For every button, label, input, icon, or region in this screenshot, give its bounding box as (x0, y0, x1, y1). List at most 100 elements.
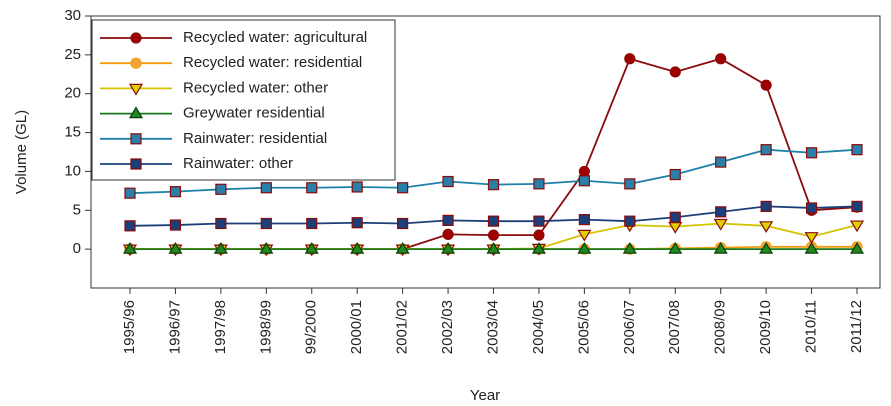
x-tick-label: 2009/10 (757, 300, 774, 354)
x-tick-label: 2006/07 (621, 300, 638, 354)
point (669, 211, 681, 223)
point (760, 144, 772, 156)
point (395, 241, 410, 254)
point (487, 229, 500, 241)
point (624, 53, 636, 65)
point (351, 217, 363, 229)
point (715, 53, 727, 65)
point (760, 200, 772, 212)
point (804, 232, 819, 244)
point (578, 214, 590, 226)
point (533, 178, 545, 190)
point (578, 165, 590, 178)
x-tick-label: 1995/96 (121, 300, 138, 354)
point (169, 186, 182, 198)
point (715, 156, 727, 168)
point (168, 241, 183, 254)
point (577, 241, 592, 254)
point (624, 178, 636, 190)
point (713, 241, 728, 254)
point (130, 57, 142, 69)
x-tick-label: 2008/09 (712, 300, 729, 354)
point (851, 144, 863, 156)
y-tick-label: 20 (64, 85, 81, 102)
point (533, 229, 545, 241)
legend-label: Recycled water: agricultural (183, 29, 367, 46)
x-tick-label: 2007/08 (666, 300, 683, 354)
legend: Recycled water: agricultural Recycled wat… (91, 19, 396, 181)
point (215, 217, 227, 230)
point (397, 217, 409, 230)
x-tick-label: 1998/99 (257, 300, 274, 354)
point (804, 241, 819, 254)
point (122, 241, 138, 254)
point (486, 241, 501, 254)
plot-frame (90, 15, 881, 289)
point (128, 106, 144, 119)
point (128, 83, 144, 96)
point (350, 241, 365, 254)
point (397, 182, 409, 194)
point (487, 215, 500, 227)
x-tick-label: 2005/06 (575, 300, 592, 354)
y-tick-label: 5 (73, 201, 81, 218)
point (351, 181, 363, 193)
y-tick-label: 25 (64, 46, 81, 63)
point (304, 241, 319, 254)
point (669, 168, 681, 181)
point (849, 220, 865, 233)
x-axis-label: Year (470, 387, 500, 404)
point (260, 217, 272, 230)
point (130, 32, 142, 44)
point (805, 147, 818, 159)
point (849, 241, 865, 254)
series (122, 241, 865, 254)
point (260, 182, 272, 194)
point (442, 228, 454, 240)
point (533, 215, 545, 227)
point (668, 241, 683, 254)
x-tick-label: 2011/12 (848, 300, 865, 353)
x-tick-label: 2000/01 (348, 300, 365, 354)
x-tick-label: 2010/11 (803, 300, 820, 353)
legend-label: Greywater residential (183, 105, 325, 122)
x-tick-label: 2004/05 (530, 300, 547, 354)
point (622, 241, 637, 254)
series (124, 144, 863, 199)
point (259, 241, 274, 254)
point (531, 241, 546, 254)
point (759, 241, 774, 254)
point (669, 66, 681, 78)
x-tick-label: 2001/02 (394, 300, 411, 354)
legend-box (91, 19, 396, 181)
point (759, 221, 774, 233)
point (624, 215, 636, 227)
point (805, 202, 818, 214)
point (715, 206, 727, 218)
y-tick-label: 30 (64, 7, 81, 24)
point (169, 219, 182, 231)
y-tick-label: 10 (64, 162, 81, 179)
point (713, 218, 728, 231)
x-tick-label: 1997/98 (212, 300, 229, 354)
point (442, 175, 454, 188)
x-tick-label: 2003/04 (484, 300, 501, 354)
point (213, 241, 228, 254)
point (441, 241, 456, 254)
point (130, 158, 142, 170)
series (124, 200, 863, 232)
legend-label: Recycled water: other (183, 79, 328, 96)
point (851, 200, 863, 212)
x-tick-label: 2002/03 (439, 300, 456, 354)
legend-label: Rainwater: residential (183, 130, 327, 147)
point (306, 182, 318, 194)
point (487, 179, 500, 191)
point (578, 175, 590, 187)
point (130, 133, 142, 145)
x-tick-label: 1996/97 (166, 300, 183, 354)
point (668, 222, 683, 234)
point (215, 183, 227, 195)
point (760, 79, 772, 91)
point (577, 229, 592, 242)
